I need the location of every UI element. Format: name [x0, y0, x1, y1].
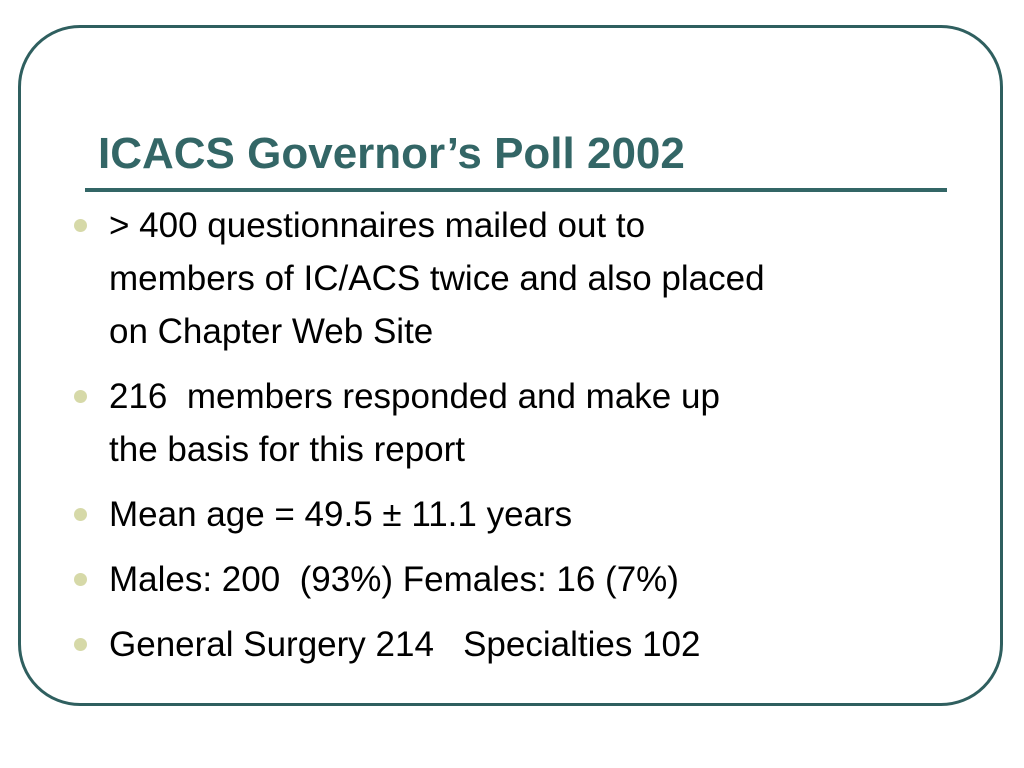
bullet-text: Mean age = 49.5 ± 11.1 years: [109, 495, 573, 534]
title-underline: [85, 188, 947, 192]
bullet-text: > 400 questionnaires mailed out to membe…: [109, 206, 765, 351]
slide-title: ICACS Governor’s Poll 2002: [98, 129, 685, 178]
bullet-dot-icon: [74, 390, 87, 403]
bullet-item: Mean age = 49.5 ± 11.1 years: [74, 488, 954, 541]
bullet-text: General Surgery 214 Specialties 102: [109, 625, 701, 664]
bullet-item: 216 members responded and make up the ba…: [74, 370, 954, 476]
bullet-dot-icon: [74, 508, 87, 521]
bullet-item: Males: 200 (93%) Females: 16 (7%): [74, 553, 954, 606]
slide-frame: [18, 25, 1003, 706]
bullet-item: > 400 questionnaires mailed out to membe…: [74, 199, 954, 358]
bullet-dot-icon: [74, 573, 87, 586]
bullet-item: General Surgery 214 Specialties 102: [74, 618, 954, 671]
bullet-text: Males: 200 (93%) Females: 16 (7%): [109, 560, 679, 599]
bullet-dot-icon: [74, 638, 87, 651]
bullet-dot-icon: [74, 219, 87, 232]
bullet-list: > 400 questionnaires mailed out to membe…: [74, 199, 954, 683]
bullet-text: 216 members responded and make up the ba…: [109, 377, 720, 469]
